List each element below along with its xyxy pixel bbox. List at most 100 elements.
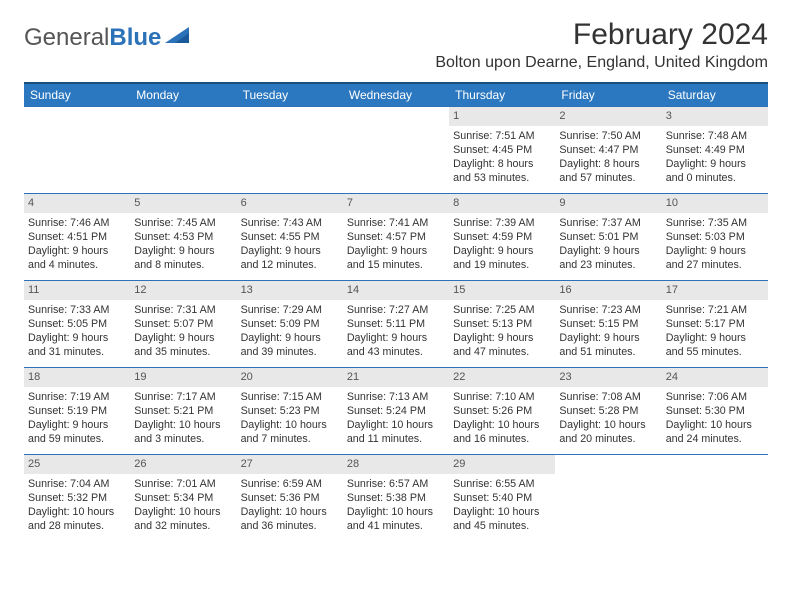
- day-number: 26: [130, 455, 236, 474]
- sunrise-text: Sunrise: 7:27 AM: [347, 303, 445, 317]
- day-header: Monday: [130, 84, 236, 106]
- daylight-text: Daylight: 10 hours and 20 minutes.: [559, 418, 657, 446]
- daylight-text: Daylight: 10 hours and 3 minutes.: [134, 418, 232, 446]
- sunset-text: Sunset: 4:53 PM: [134, 230, 232, 244]
- sunrise-text: Sunrise: 7:13 AM: [347, 390, 445, 404]
- calendar-cell: 21Sunrise: 7:13 AMSunset: 5:24 PMDayligh…: [343, 368, 449, 454]
- calendar-cell: 6Sunrise: 7:43 AMSunset: 4:55 PMDaylight…: [237, 194, 343, 280]
- day-header: Saturday: [662, 84, 768, 106]
- day-number: 11: [24, 281, 130, 300]
- sunset-text: Sunset: 5:11 PM: [347, 317, 445, 331]
- day-number: 25: [24, 455, 130, 474]
- day-number: 15: [449, 281, 555, 300]
- day-number: 12: [130, 281, 236, 300]
- calendar-cell: 7Sunrise: 7:41 AMSunset: 4:57 PMDaylight…: [343, 194, 449, 280]
- daylight-text: Daylight: 10 hours and 41 minutes.: [347, 505, 445, 533]
- day-number: 16: [555, 281, 661, 300]
- calendar-cell: 17Sunrise: 7:21 AMSunset: 5:17 PMDayligh…: [662, 281, 768, 367]
- daylight-text: Daylight: 9 hours and 31 minutes.: [28, 331, 126, 359]
- day-number: 20: [237, 368, 343, 387]
- calendar-cell: 3Sunrise: 7:48 AMSunset: 4:49 PMDaylight…: [662, 107, 768, 193]
- daylight-text: Daylight: 10 hours and 36 minutes.: [241, 505, 339, 533]
- sunrise-text: Sunrise: 7:51 AM: [453, 129, 551, 143]
- calendar-cell: 1Sunrise: 7:51 AMSunset: 4:45 PMDaylight…: [449, 107, 555, 193]
- day-number: 2: [555, 107, 661, 126]
- sunrise-text: Sunrise: 6:55 AM: [453, 477, 551, 491]
- daylight-text: Daylight: 10 hours and 7 minutes.: [241, 418, 339, 446]
- daylight-text: Daylight: 8 hours and 53 minutes.: [453, 157, 551, 185]
- sunset-text: Sunset: 5:32 PM: [28, 491, 126, 505]
- calendar-cell: 13Sunrise: 7:29 AMSunset: 5:09 PMDayligh…: [237, 281, 343, 367]
- calendar-cell: 16Sunrise: 7:23 AMSunset: 5:15 PMDayligh…: [555, 281, 661, 367]
- daylight-text: Daylight: 9 hours and 47 minutes.: [453, 331, 551, 359]
- sunset-text: Sunset: 5:36 PM: [241, 491, 339, 505]
- daylight-text: Daylight: 9 hours and 35 minutes.: [134, 331, 232, 359]
- day-number: 23: [555, 368, 661, 387]
- sunrise-text: Sunrise: 7:04 AM: [28, 477, 126, 491]
- calendar-cell: 26Sunrise: 7:01 AMSunset: 5:34 PMDayligh…: [130, 455, 236, 541]
- day-number: 24: [662, 368, 768, 387]
- daylight-text: Daylight: 9 hours and 39 minutes.: [241, 331, 339, 359]
- sunrise-text: Sunrise: 7:41 AM: [347, 216, 445, 230]
- logo-text-1: General: [24, 24, 109, 52]
- day-number: 13: [237, 281, 343, 300]
- day-header: Friday: [555, 84, 661, 106]
- sunset-text: Sunset: 5:40 PM: [453, 491, 551, 505]
- sunrise-text: Sunrise: 7:08 AM: [559, 390, 657, 404]
- sunset-text: Sunset: 5:15 PM: [559, 317, 657, 331]
- logo-triangle-icon: [165, 24, 193, 52]
- calendar-cell-empty: [130, 107, 236, 193]
- calendar-cell: 14Sunrise: 7:27 AMSunset: 5:11 PMDayligh…: [343, 281, 449, 367]
- calendar-cell: 20Sunrise: 7:15 AMSunset: 5:23 PMDayligh…: [237, 368, 343, 454]
- day-number: 5: [130, 194, 236, 213]
- daylight-text: Daylight: 9 hours and 0 minutes.: [666, 157, 764, 185]
- sunset-text: Sunset: 4:51 PM: [28, 230, 126, 244]
- sunset-text: Sunset: 5:03 PM: [666, 230, 764, 244]
- sunset-text: Sunset: 5:26 PM: [453, 404, 551, 418]
- calendar-cell: 27Sunrise: 6:59 AMSunset: 5:36 PMDayligh…: [237, 455, 343, 541]
- day-number: 4: [24, 194, 130, 213]
- daylight-text: Daylight: 9 hours and 51 minutes.: [559, 331, 657, 359]
- calendar-cell: 15 Sunrise: 7:25 AMSunset: 5:13 PMDayligh…: [449, 281, 555, 367]
- daylight-text: Daylight: 9 hours and 8 minutes.: [134, 244, 232, 272]
- daylight-text: Daylight: 10 hours and 11 minutes.: [347, 418, 445, 446]
- sunrise-text: Sunrise: 7:19 AM: [28, 390, 126, 404]
- header: GeneralBlue February 2024 Bolton upon De…: [24, 18, 768, 72]
- sunrise-text: Sunrise: 7:43 AM: [241, 216, 339, 230]
- daylight-text: Daylight: 9 hours and 43 minutes.: [347, 331, 445, 359]
- day-header: Tuesday: [237, 84, 343, 106]
- calendar-week: 1Sunrise: 7:51 AMSunset: 4:45 PMDaylight…: [24, 106, 768, 193]
- page-title: February 2024: [435, 18, 768, 52]
- daylight-text: Daylight: 9 hours and 55 minutes.: [666, 331, 764, 359]
- logo: GeneralBlue: [24, 18, 193, 52]
- sunrise-text: Sunrise: 7:39 AM: [453, 216, 551, 230]
- sunrise-text: Sunrise: 6:59 AM: [241, 477, 339, 491]
- sunset-text: Sunset: 5:23 PM: [241, 404, 339, 418]
- day-header-row: SundayMondayTuesdayWednesdayThursdayFrid…: [24, 82, 768, 106]
- sunrise-text: Sunrise: 7:50 AM: [559, 129, 657, 143]
- sunset-text: Sunset: 4:57 PM: [347, 230, 445, 244]
- sunset-text: Sunset: 5:34 PM: [134, 491, 232, 505]
- daylight-text: Daylight: 10 hours and 24 minutes.: [666, 418, 764, 446]
- calendar-cell-empty: [237, 107, 343, 193]
- sunrise-text: Sunrise: 7:10 AM: [453, 390, 551, 404]
- sunrise-text: Sunrise: 7:21 AM: [666, 303, 764, 317]
- calendar-cell: 9Sunrise: 7:37 AMSunset: 5:01 PMDaylight…: [555, 194, 661, 280]
- day-number: 8: [449, 194, 555, 213]
- sunset-text: Sunset: 5:05 PM: [28, 317, 126, 331]
- calendar-week: 4Sunrise: 7:46 AMSunset: 4:51 PMDaylight…: [24, 193, 768, 280]
- sunset-text: Sunset: 4:45 PM: [453, 143, 551, 157]
- sunrise-text: Sunrise: 7:25 AM: [453, 303, 551, 317]
- day-number: 18: [24, 368, 130, 387]
- day-number: 9: [555, 194, 661, 213]
- sunset-text: Sunset: 4:59 PM: [453, 230, 551, 244]
- calendar-cell: 24Sunrise: 7:06 AMSunset: 5:30 PMDayligh…: [662, 368, 768, 454]
- sunset-text: Sunset: 5:28 PM: [559, 404, 657, 418]
- calendar-week: 18Sunrise: 7:19 AMSunset: 5:19 PMDayligh…: [24, 367, 768, 454]
- day-number: 7: [343, 194, 449, 213]
- sunset-text: Sunset: 5:13 PM: [453, 317, 551, 331]
- daylight-text: Daylight: 9 hours and 12 minutes.: [241, 244, 339, 272]
- sunrise-text: Sunrise: 7:48 AM: [666, 129, 764, 143]
- sunrise-text: Sunrise: 7:01 AM: [134, 477, 232, 491]
- calendar-cell-empty: [24, 107, 130, 193]
